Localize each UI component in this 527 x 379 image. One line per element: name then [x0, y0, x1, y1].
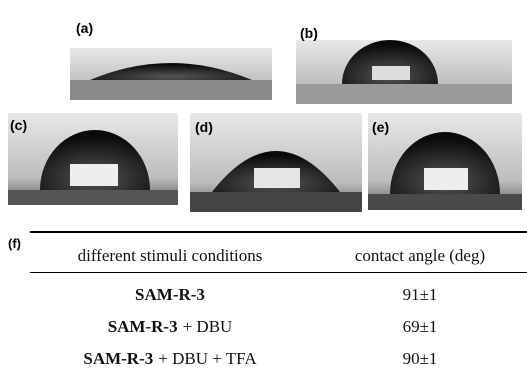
substrate-c	[8, 190, 178, 205]
condition-cell: SAM-R-3 + DBU	[40, 317, 300, 337]
substrate-e	[368, 194, 522, 210]
treatment: + DBU	[183, 317, 233, 336]
reflection-e	[424, 168, 468, 190]
header-cell: contact angle (deg)	[320, 246, 520, 266]
condition-cell: SAM-R-3	[40, 285, 300, 305]
figure: (a) (b) (c) (d) (e) (f) different stimul…	[0, 0, 527, 379]
sample-name: SAM-R-3	[83, 349, 153, 368]
reflection-d	[254, 168, 300, 188]
substrate-b	[296, 84, 512, 104]
panel-label: (f)	[8, 236, 21, 251]
sample-name: SAM-R-3	[108, 317, 178, 336]
treatment: + DBU + TFA	[158, 349, 256, 368]
substrate-a	[70, 80, 272, 100]
reflection-c	[70, 164, 118, 186]
angle-cell: 90±1	[320, 349, 520, 369]
panel-label: (e)	[372, 119, 389, 135]
panel-label: (b)	[300, 25, 318, 41]
angle-cell: 91±1	[320, 285, 520, 305]
panel-label: (c)	[10, 117, 27, 133]
panel-label: (d)	[195, 119, 213, 135]
table-rule	[30, 272, 527, 273]
angle-cell: 69±1	[320, 317, 520, 337]
substrate-d	[190, 192, 362, 212]
panel-label: (a)	[76, 20, 93, 36]
droplet-images: (a) (b) (c) (d) (e)	[0, 0, 527, 230]
sample-name: SAM-R-3	[135, 285, 205, 304]
reflection-b	[372, 66, 410, 80]
header-cell: different stimuli conditions	[40, 246, 300, 266]
condition-cell: SAM-R-3 + DBU + TFA	[40, 349, 300, 369]
table-rule	[30, 231, 527, 233]
